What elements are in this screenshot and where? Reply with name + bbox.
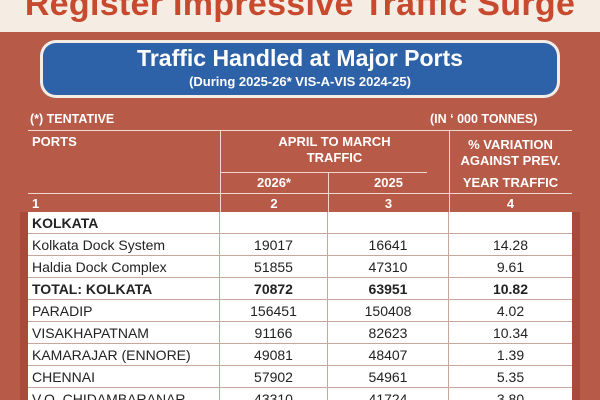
traffic-2026: 156451 [250, 303, 297, 319]
headline: Register Impressive Traffic Surge [24, 0, 576, 23]
traffic-2025: 41724 [368, 391, 408, 400]
headline-band: Register Impressive Traffic Surge [0, 0, 600, 32]
variation-value [449, 212, 572, 234]
port-name: Kolkata Dock System [32, 237, 166, 253]
header-top-rule [28, 130, 572, 131]
traffic-2026: 91166 [254, 325, 293, 341]
header-col-4: 4 [506, 196, 515, 211]
traffic-2026 [220, 212, 327, 234]
right-shade [572, 212, 580, 400]
header-variation-line3: YEAR TRAFFIC [462, 175, 559, 190]
traffic-2026: 19017 [254, 237, 293, 253]
traffic-2025: 82623 [368, 325, 408, 341]
header-year-2025: 2025 [374, 175, 403, 190]
port-name: PARADIP [32, 303, 93, 319]
variation-value: 10.82 [492, 281, 529, 297]
header-traffic-line1: APRIL TO MARCH [278, 134, 391, 149]
left-shade [20, 212, 28, 400]
header-ports: PORTS [32, 134, 77, 149]
port-name: Haldia Dock Complex [32, 259, 167, 275]
port-name: CHENNAI [32, 369, 96, 385]
variation-value: 5.35 [496, 369, 525, 385]
title-banner: Traffic Handled at Major Ports (During 2… [40, 40, 560, 98]
table-row: PARADIP 156451 150408 4.02 [28, 300, 572, 322]
variation-value: 9.61 [496, 259, 525, 275]
column-divider-2 [327, 212, 328, 400]
table-row: CHENNAI 57902 54961 5.35 [28, 366, 572, 388]
table-row: KOLKATA [28, 212, 572, 234]
traffic-2025: 48407 [368, 347, 408, 363]
header-col-3: 3 [384, 196, 393, 211]
variation-value: 1.39 [496, 347, 525, 363]
tentative-note: (*) TENTATIVE [30, 112, 115, 126]
variation-value: 14.28 [492, 237, 529, 253]
header-col-2: 2 [270, 196, 278, 211]
traffic-2026: 43310 [254, 391, 293, 400]
traffic-2025: 54961 [368, 369, 408, 385]
ports-table: KOLKATA Kolkata Dock System 19017 16641 14.2… [28, 212, 572, 400]
header-traffic-line2: TRAFFIC [306, 150, 363, 165]
traffic-2025 [328, 212, 448, 234]
table-row: Kolkata Dock System 19017 16641 14.28 [28, 234, 572, 256]
unit-note: (IN ‘ 000 TONNES) [430, 112, 538, 126]
traffic-2025: 150408 [364, 303, 412, 319]
banner-title: Traffic Handled at Major Ports [137, 45, 463, 71]
traffic-2026: 49081 [254, 347, 293, 363]
header-variation-line1: % VARIATION [468, 137, 553, 152]
port-name: KAMARAJAR (ENNORE) [32, 347, 191, 363]
traffic-2026: 51855 [254, 259, 293, 275]
variation-value: 4.02 [496, 303, 525, 319]
variation-value: 3.80 [496, 391, 525, 400]
column-divider-1 [219, 212, 220, 400]
table-row: V.O. CHIDAMBARANAR 43310 41724 3.80 [28, 388, 572, 400]
header-divider-1 [220, 130, 221, 212]
header-divider-2 [328, 172, 329, 212]
table-row: KAMARAJAR (ENNORE) 49081 48407 1.39 [28, 344, 572, 366]
traffic-2026: 70872 [254, 281, 293, 297]
port-name: KOLKATA [32, 215, 99, 231]
column-divider-3 [448, 212, 449, 400]
variation-value: 10.34 [492, 325, 529, 341]
traffic-2025: 63951 [368, 281, 408, 297]
traffic-2025: 47310 [368, 259, 408, 275]
port-name: V.O. CHIDAMBARANAR [32, 391, 186, 400]
port-name: VISAKHAPATNAM [32, 325, 149, 341]
traffic-2026: 57902 [254, 369, 293, 385]
traffic-2025: 16641 [368, 237, 408, 253]
table-row: VISAKHAPATNAM 91166 82623 10.34 [28, 322, 572, 344]
table-row: TOTAL: KOLKATA 70872 63951 10.82 [28, 278, 572, 300]
header-col-1: 1 [32, 196, 40, 211]
header-variation-line2: AGAINST PREV. [460, 153, 561, 168]
header-year-2026: 2026* [257, 175, 291, 190]
port-name: TOTAL: KOLKATA [32, 281, 153, 297]
header-year-rule [220, 172, 427, 173]
table-row: Haldia Dock Complex 51855 47310 9.61 [28, 256, 572, 278]
header-divider-3 [449, 130, 450, 212]
banner-subtitle: (During 2025-26* VIS-A-VIS 2024-25) [189, 74, 411, 89]
header-number-rule [28, 193, 572, 194]
